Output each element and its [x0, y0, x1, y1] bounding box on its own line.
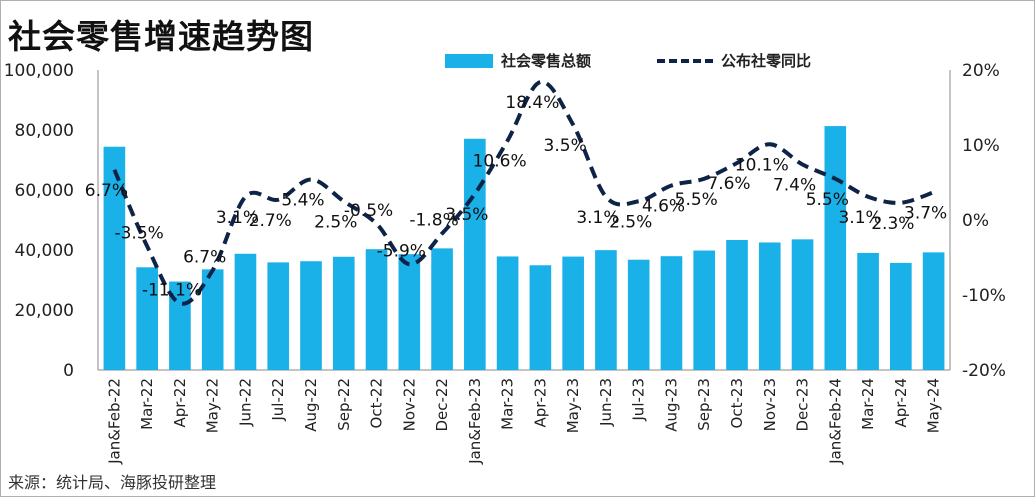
- series-line-yoy: [112, 79, 935, 306]
- data-label: 4.6%: [642, 197, 685, 217]
- bar: [660, 256, 683, 370]
- x-tick-label: Jul-23: [630, 378, 648, 422]
- y-right-tick-label: 0%: [962, 211, 989, 231]
- legend-bar-swatch: [445, 53, 493, 68]
- bar: [267, 262, 290, 370]
- x-tick-label: Jan&Feb-24: [826, 378, 844, 465]
- x-tick-label: Oct-22: [368, 378, 386, 428]
- bar: [431, 248, 453, 370]
- data-label: 5.5%: [675, 190, 718, 210]
- bar: [857, 252, 879, 370]
- bar: [464, 138, 486, 370]
- bar: [201, 269, 224, 370]
- bar: [496, 256, 519, 370]
- data-label: 5.4%: [281, 191, 324, 211]
- y-left-tick-label: 0: [63, 361, 74, 381]
- x-tick-label: Mar-24: [859, 378, 877, 430]
- x-tick-label: Jan&Feb-23: [466, 378, 484, 465]
- data-label: 5.5%: [806, 190, 849, 210]
- x-tick-label: May-23: [564, 378, 582, 433]
- y-left-tick-label: 80,000: [15, 121, 74, 141]
- x-tick-label: Jun-23: [597, 378, 615, 427]
- data-label: 18.4%: [505, 93, 559, 113]
- x-tick-label: Sep-23: [695, 378, 713, 431]
- data-label: 2.3%: [871, 214, 914, 234]
- bar: [234, 253, 257, 370]
- x-tick-label: Nov-22: [400, 378, 418, 431]
- data-label: 10.6%: [473, 152, 527, 172]
- x-tick-label: Jun-22: [236, 378, 254, 427]
- bar: [562, 256, 584, 370]
- bar: [332, 256, 355, 370]
- data-label: 3.1%: [576, 208, 619, 228]
- legend: 社会零售总额 公布社零同比: [445, 50, 811, 71]
- x-tick-label: Dec-23: [794, 378, 812, 432]
- bar: [595, 250, 617, 370]
- data-label: -1.8%: [409, 211, 458, 231]
- y-left-tick-label: 100,000: [4, 61, 74, 81]
- data-label: -3.5%: [114, 223, 163, 243]
- bar: [693, 250, 716, 370]
- data-label: 6.7%: [85, 181, 128, 201]
- bar: [758, 242, 781, 370]
- data-label: -11.1%: [142, 280, 202, 300]
- y-left-tick-label: 20,000: [15, 301, 74, 321]
- data-label: 3.1%: [216, 208, 259, 228]
- bar: [103, 146, 126, 370]
- x-tick-label: Oct-23: [728, 378, 746, 428]
- bar: [824, 126, 847, 370]
- x-tick-label: Jan&Feb-22: [105, 378, 123, 465]
- y-right-tick-label: 20%: [962, 61, 1000, 81]
- data-label: -0.5%: [344, 201, 393, 221]
- x-tick-label: Sep-22: [335, 378, 353, 431]
- x-tick-label: Aug-23: [662, 378, 680, 432]
- bar: [136, 267, 158, 370]
- bar: [398, 254, 421, 370]
- y-right-tick-label: 10%: [962, 136, 1000, 156]
- x-tick-label: Apr-22: [171, 378, 189, 428]
- x-tick-label: Mar-22: [138, 378, 156, 430]
- x-tick-label: Mar-23: [499, 378, 517, 430]
- x-tick-label: Aug-22: [302, 378, 320, 432]
- x-tick-label: Apr-23: [531, 378, 549, 428]
- bar: [890, 262, 912, 370]
- x-tick-label: May-22: [204, 378, 222, 433]
- legend-line-label: 公布社零同比: [721, 52, 812, 70]
- data-label: 2.5%: [609, 212, 652, 232]
- data-label: 3.5%: [544, 136, 587, 156]
- x-tick-label: May-24: [925, 378, 943, 433]
- y-right-tick-label: -20%: [962, 361, 1006, 381]
- bar: [300, 261, 322, 370]
- data-label: -5.9%: [377, 241, 426, 261]
- y-left-tick-label: 60,000: [15, 181, 74, 201]
- bar: [627, 259, 650, 370]
- bar: [922, 252, 945, 370]
- x-tick-label: Dec-22: [433, 378, 451, 432]
- data-label: 10.1%: [735, 155, 789, 175]
- data-label: 2.5%: [314, 212, 357, 232]
- x-tick-label: Apr-24: [892, 378, 910, 428]
- legend-bar-label: 社会零售总额: [501, 52, 592, 70]
- bar: [726, 240, 748, 370]
- data-label: 7.6%: [707, 174, 750, 194]
- y-right-tick-label: -10%: [962, 286, 1006, 306]
- x-tick-label: Jul-22: [269, 378, 287, 422]
- legend-line-swatch: [657, 58, 714, 63]
- chart-title: 社会零售增速趋势图: [8, 17, 314, 56]
- bar: [365, 249, 388, 370]
- bar: [791, 239, 814, 370]
- bar: [529, 265, 552, 370]
- data-label: 3.1%: [838, 208, 881, 228]
- y-left-tick-label: 40,000: [15, 241, 74, 261]
- data-label: 7.4%: [773, 176, 816, 196]
- data-label: 2.7%: [249, 211, 292, 231]
- data-label: 6.7%: [183, 247, 226, 267]
- source-note: 来源：统计局、海豚投研整理: [8, 473, 217, 492]
- data-label: 3.5%: [445, 205, 488, 225]
- data-label: 3.7%: [904, 203, 947, 223]
- x-tick-label: Nov-23: [761, 378, 779, 431]
